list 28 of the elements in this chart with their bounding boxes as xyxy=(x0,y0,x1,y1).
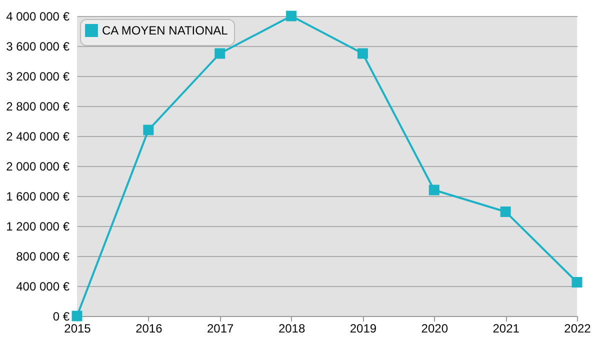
y-tick-label: 4 000 000 € xyxy=(6,10,70,24)
y-tick-label: 800 000 € xyxy=(16,250,70,264)
x-tick-label: 2018 xyxy=(278,322,306,336)
x-tick-label: 2021 xyxy=(492,322,520,336)
y-tick-label: 1 200 000 € xyxy=(6,220,70,234)
y-tick-label: 3 600 000 € xyxy=(6,40,70,54)
point xyxy=(428,184,440,196)
x-tick-label: 2019 xyxy=(350,322,377,336)
point xyxy=(214,48,226,59)
point xyxy=(572,277,582,288)
x-tick-label: 2016 xyxy=(136,322,163,336)
y-tick-label: 3 200 000 € xyxy=(6,70,70,84)
y-tick-label: 0 € xyxy=(52,310,70,324)
point xyxy=(357,48,368,59)
y-tick-label: 1 600 000 € xyxy=(6,190,70,204)
y-tick-label: 2 400 000 € xyxy=(6,130,70,144)
y-tick-label: 2 000 000 € xyxy=(6,160,70,174)
x-tick-label: 2020 xyxy=(421,322,448,336)
point xyxy=(72,310,82,322)
x-tick-label: 2022 xyxy=(564,322,592,336)
point xyxy=(500,206,511,217)
point xyxy=(286,10,297,22)
point xyxy=(143,124,154,136)
x-tick-label: 2015 xyxy=(64,322,92,336)
y-tick-label: 2 800 000 € xyxy=(6,100,70,114)
y-tick-label: 400 000 € xyxy=(16,280,70,294)
legend-label: CA MOYEN NATIONAL xyxy=(102,24,228,38)
x-tick-label: 2017 xyxy=(207,322,234,336)
